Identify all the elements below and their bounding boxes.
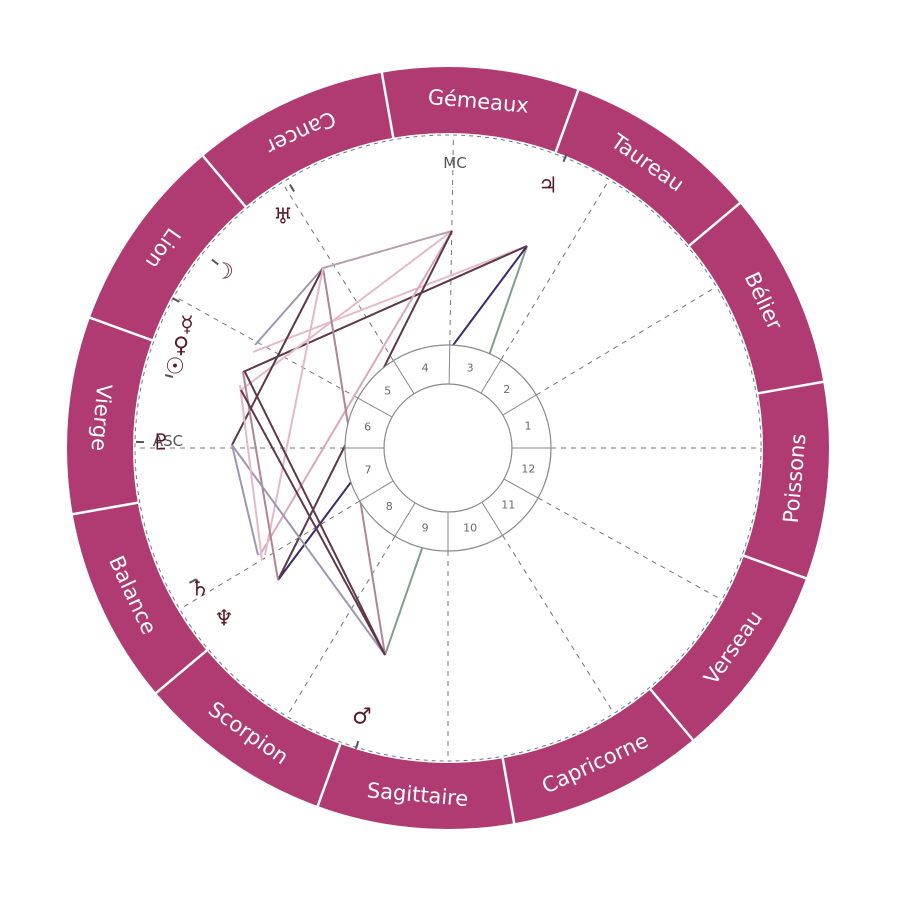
house-cusp-line (286, 536, 396, 717)
house-spokes (345, 345, 551, 551)
house-spoke (392, 360, 415, 394)
aspect-line (259, 230, 453, 556)
house-number: 10 (463, 521, 477, 534)
planet-tick (562, 153, 568, 163)
sign-divider (71, 501, 139, 516)
house-number: 2 (503, 383, 510, 396)
house-number: 3 (467, 362, 474, 375)
sign-divider (201, 154, 248, 209)
sign-label: Vierge (86, 383, 116, 452)
house-number: 1 (524, 419, 531, 432)
sign-divider (757, 380, 825, 395)
saturn-glyph: ♄ (190, 577, 210, 602)
house-number: 12 (521, 462, 535, 475)
house-cusp-line (500, 179, 610, 360)
house-spoke (503, 478, 539, 499)
sign-dividers (71, 71, 825, 825)
sign-divider (742, 554, 808, 580)
jupiter-glyph: ♃ (538, 174, 558, 199)
house-cusp-line (179, 500, 360, 610)
planet-tick (354, 740, 360, 750)
sign-divider (380, 71, 395, 139)
house-spoke (502, 394, 537, 416)
house-cusp-line (449, 135, 454, 346)
venus-glyph: ♀ (173, 334, 189, 359)
planet-ticks (135, 153, 568, 750)
uranus-glyph: ♅ (273, 205, 293, 230)
pluto-glyph: ♇ (151, 431, 171, 456)
sign-divider (154, 648, 209, 695)
aspect-line (239, 384, 263, 561)
aspect-line (252, 245, 528, 353)
house-ring-inner (383, 383, 513, 513)
aspect-line (231, 444, 386, 656)
house-number: 9 (422, 521, 429, 534)
house-spoke (357, 397, 393, 418)
sign-divider (88, 316, 154, 342)
moon-glyph: ☽ (214, 260, 234, 285)
mercury-glyph: ☿ (180, 313, 194, 338)
aspect-line (240, 230, 453, 391)
house-cusp-line (281, 182, 394, 361)
sun-glyph: ☉ (165, 355, 185, 380)
house-spoke (480, 359, 502, 394)
sign-divider (316, 742, 342, 808)
house-cusp-line (502, 535, 615, 714)
planet-tick (289, 184, 295, 192)
aspect-line (240, 389, 386, 656)
house-number: 7 (365, 464, 372, 477)
aspect-line (242, 245, 528, 373)
sign-divider (554, 88, 580, 154)
aspect-line (244, 371, 386, 656)
planet-tick (164, 374, 174, 378)
house-spoke (481, 502, 504, 536)
house-cusp-line (536, 286, 717, 396)
aspect-line (264, 267, 324, 556)
neptune-glyph: ♆ (214, 607, 234, 632)
planet-tick (211, 258, 219, 266)
zodiac-ring (67, 67, 829, 829)
aspect-line (322, 230, 453, 269)
house-number: 6 (364, 421, 371, 434)
house-spoke (394, 502, 416, 537)
planet-tick (172, 297, 180, 303)
house-spoke (448, 345, 451, 385)
sign-divider (501, 757, 516, 825)
house-cusp-line (537, 497, 722, 601)
aspect-line (231, 444, 259, 556)
aspect-line (242, 371, 279, 581)
planet-glyphs: ♃ ♅ ☽ ☿♀☉ ♇ ♄♆ ♂ (151, 174, 558, 730)
house-spoke (359, 480, 394, 502)
mc-label: MC (443, 154, 466, 172)
house-number: 4 (422, 362, 429, 375)
aspect-line (254, 267, 324, 346)
inner-dashed-circle (134, 134, 762, 762)
house-number: 11 (501, 499, 515, 512)
house-number: 5 (384, 384, 391, 397)
house-cusp-lines (135, 135, 761, 761)
house-number: 8 (386, 500, 393, 513)
asc-label: ASC (153, 432, 183, 450)
planet-tick (188, 578, 198, 584)
sign-divider (648, 687, 695, 742)
sign-divider (687, 201, 742, 248)
aspect-line (231, 267, 324, 446)
mars-glyph: ♂ (352, 705, 372, 730)
